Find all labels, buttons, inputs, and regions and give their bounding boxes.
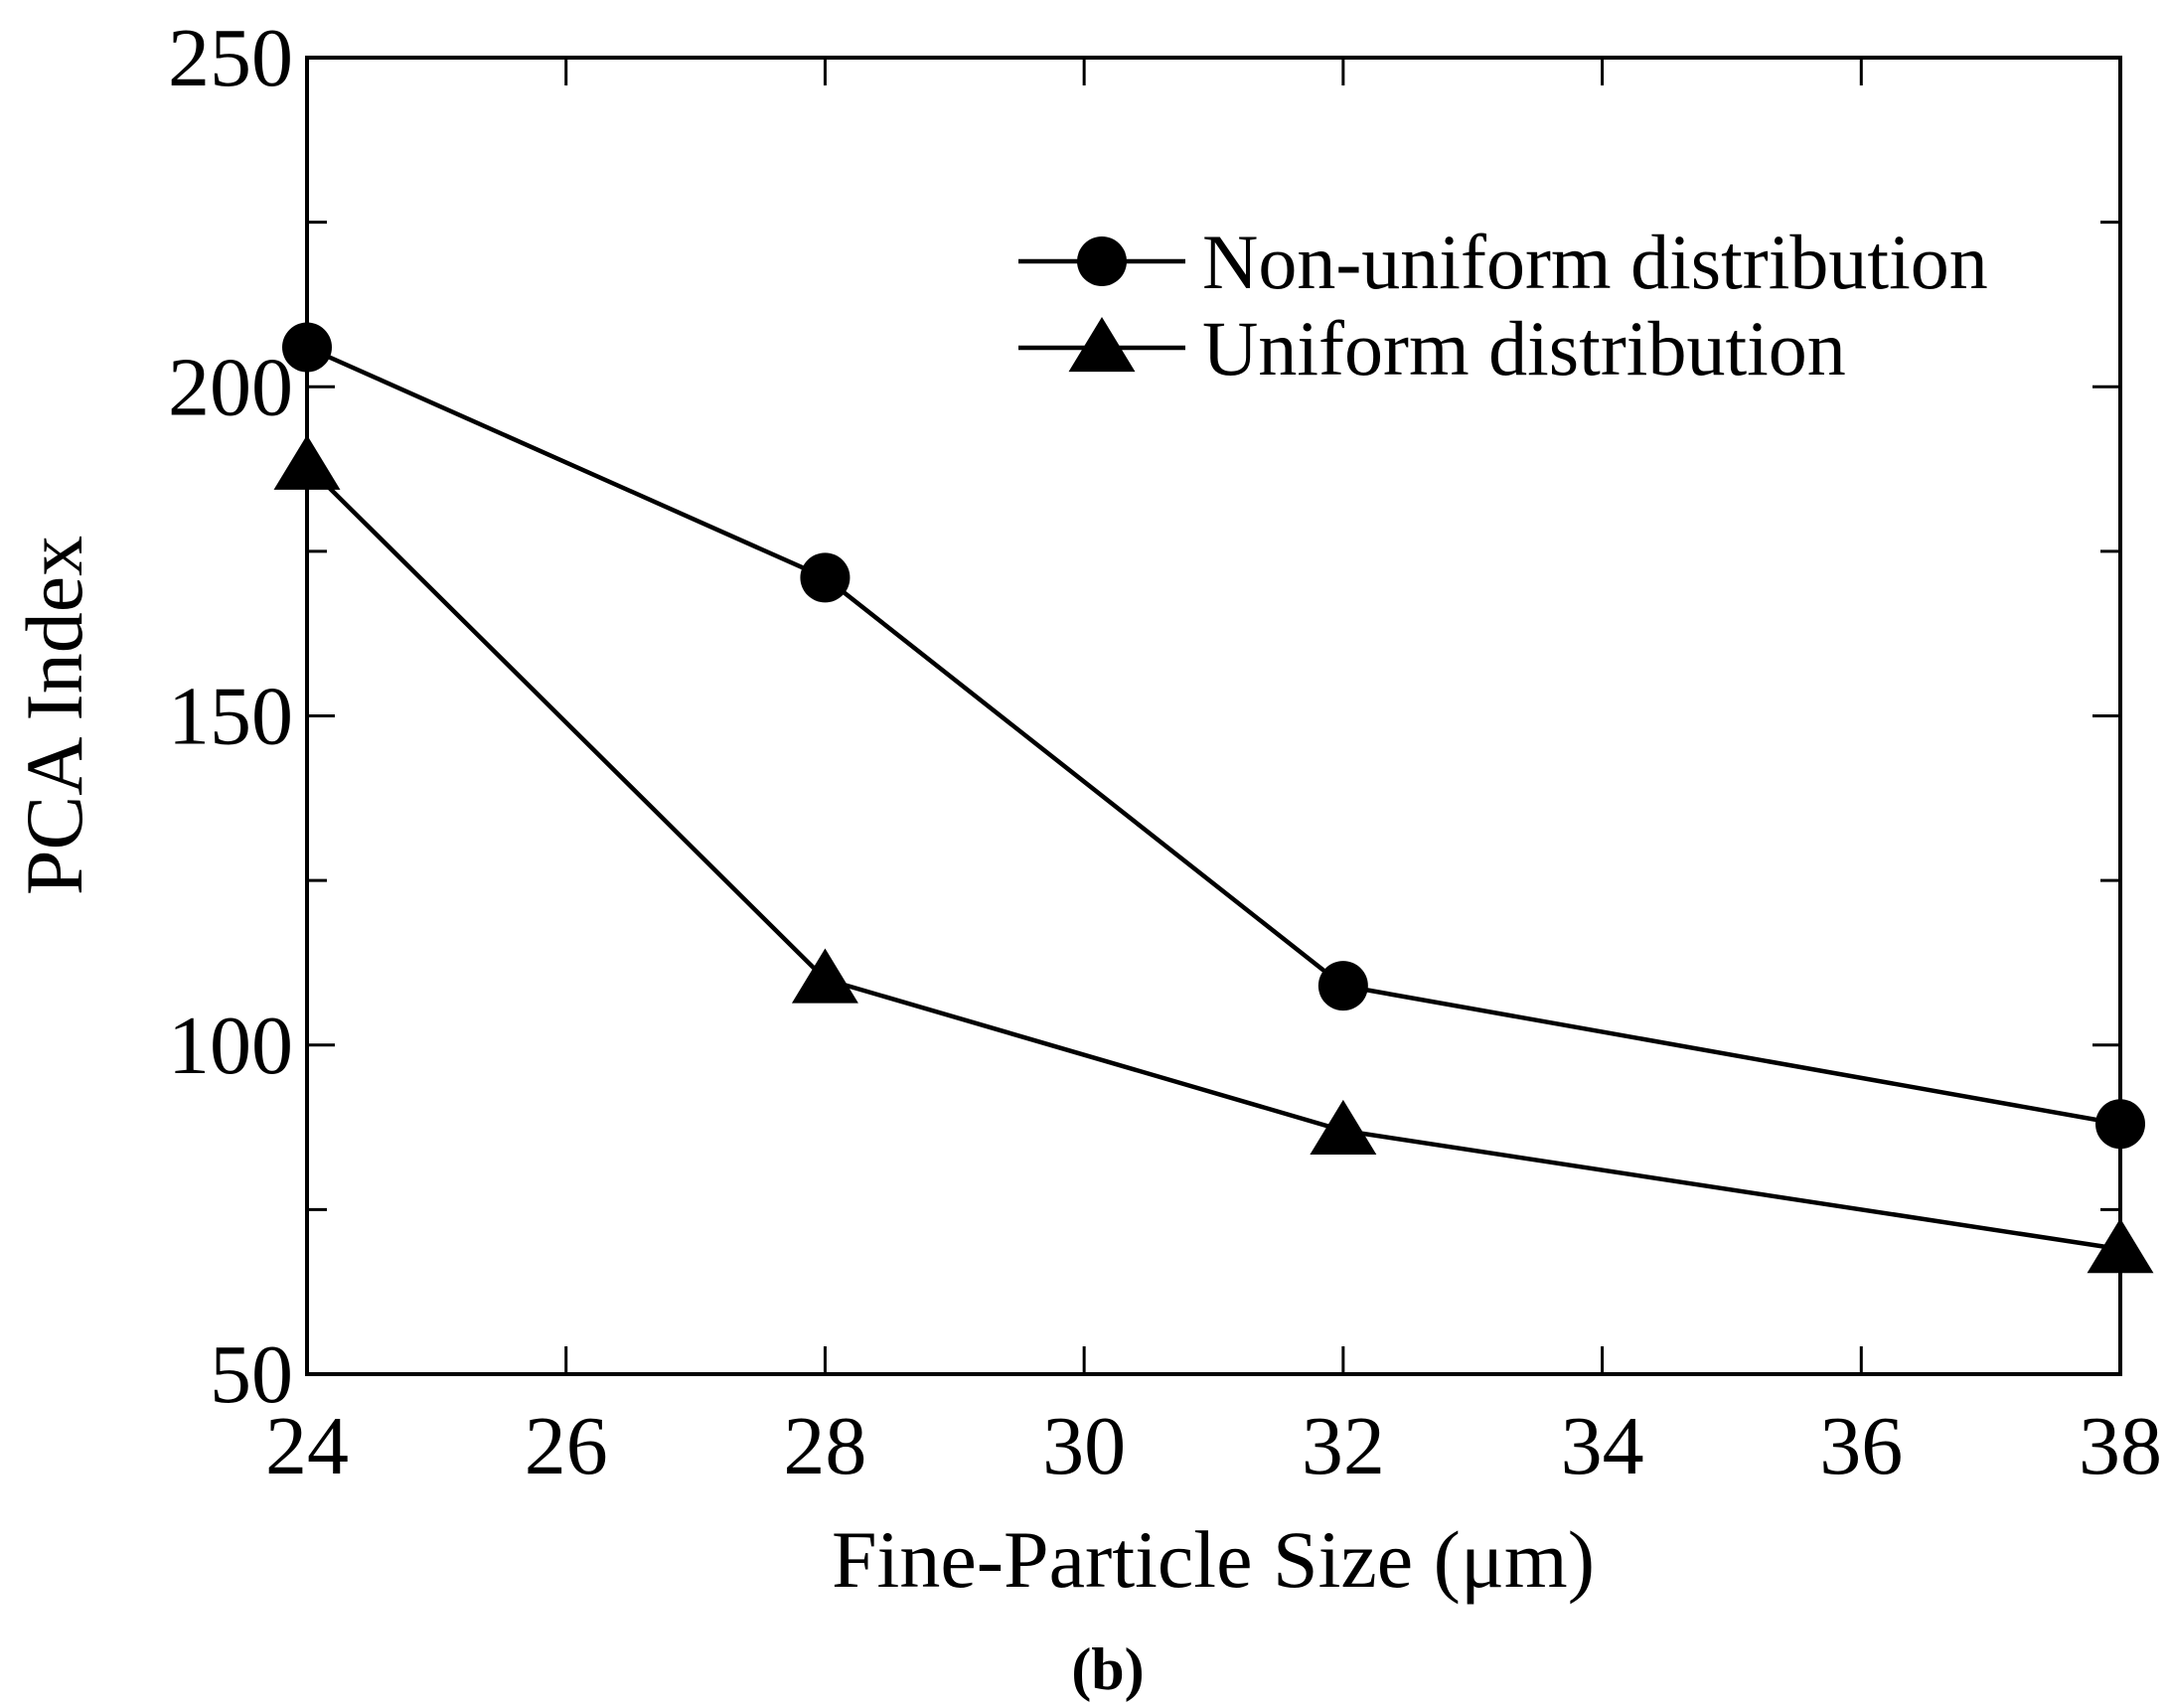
legend-entry: Uniform distribution (1018, 305, 1846, 391)
series-2 (273, 434, 2154, 1274)
x-axis-title: Fine-Particle Size (μm) (832, 1514, 1595, 1605)
x-tick-label: 30 (1042, 1400, 1126, 1492)
y-tick-label: 150 (168, 671, 293, 763)
series-1 (282, 322, 2145, 1150)
x-tick-label: 24 (265, 1400, 349, 1492)
axis-ticks (305, 56, 2122, 1376)
y-axis-title: PCA Index (9, 536, 99, 895)
x-tick-label: 26 (525, 1400, 608, 1492)
axis-tick-labels: 24 26 28 30 32 34 36 38 50 100 150 200 250 (168, 12, 2162, 1492)
x-tick-label: 28 (783, 1400, 866, 1492)
series-line (305, 464, 2121, 1252)
series-group (273, 322, 2154, 1274)
x-tick-label: 32 (1302, 1400, 1385, 1492)
data-point (2087, 1218, 2154, 1274)
data-point (800, 552, 851, 603)
legend-label: Non-uniform distribution (1202, 219, 1988, 305)
y-tick-label: 200 (168, 341, 293, 433)
panel-label: (b) (1071, 1636, 1144, 1702)
data-point (2095, 1099, 2145, 1150)
data-point (1310, 1099, 1377, 1156)
y-tick-label: 100 (168, 1000, 293, 1092)
y-tick-label: 50 (210, 1328, 293, 1421)
data-point (1317, 961, 1368, 1011)
legend-marker (1077, 236, 1127, 286)
x-tick-label: 38 (2079, 1400, 2162, 1492)
data-point (273, 434, 341, 490)
data-point (282, 322, 332, 373)
data-point (791, 948, 858, 1004)
x-tick-label: 34 (1561, 1400, 1644, 1492)
legend-entry: Non-uniform distribution (1018, 219, 1988, 305)
legend-label: Uniform distribution (1202, 305, 1846, 391)
x-tick-label: 36 (1819, 1400, 1903, 1492)
series-line (306, 345, 2121, 1127)
legend-marker (1068, 317, 1136, 373)
y-tick-label: 250 (168, 12, 293, 104)
